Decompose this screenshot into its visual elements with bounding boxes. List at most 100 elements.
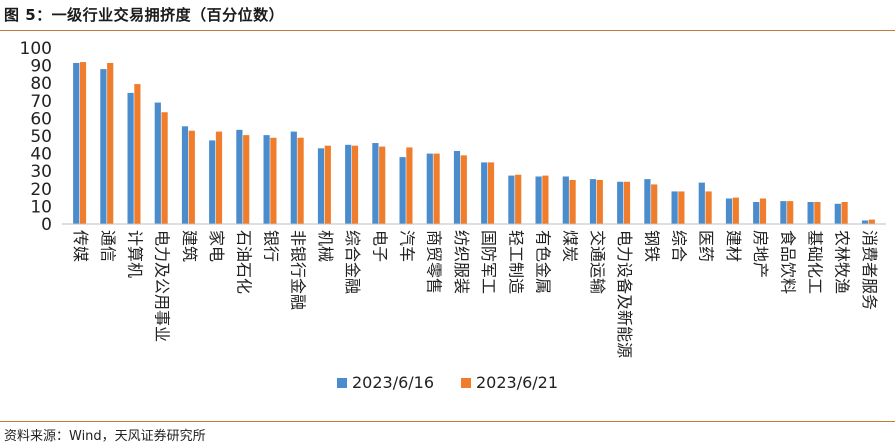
- x-category-label: 食品饮料: [778, 230, 797, 294]
- bar-series-2-20: [596, 180, 603, 224]
- bar-series-2-10: [324, 145, 331, 224]
- bar-series-1-16: [481, 162, 488, 224]
- y-tick-label: 10: [30, 197, 52, 217]
- bar-series-2-25: [732, 197, 739, 224]
- x-category-label: 机械: [316, 230, 335, 262]
- bar-series-2-21: [623, 181, 631, 224]
- x-category-label: 计算机: [126, 230, 145, 278]
- x-category-label: 电子: [370, 230, 389, 262]
- legend: 2023/6/16 2023/6/21: [337, 373, 558, 392]
- y-tick-label: 20: [30, 180, 52, 200]
- bar-series-1-3: [127, 92, 134, 224]
- legend-swatch-2: [461, 378, 471, 388]
- bar-series-1-22: [644, 179, 651, 224]
- bar-series-1-4: [154, 102, 161, 224]
- bar-series-1-19: [562, 176, 569, 224]
- bar-series-1-14: [426, 153, 433, 224]
- bar-series-1-8: [263, 135, 270, 224]
- bar-series-2-7: [243, 135, 250, 224]
- bar-series-2-26: [759, 198, 767, 224]
- bar-series-2-6: [215, 131, 223, 224]
- bar-series-1-12: [372, 143, 379, 224]
- bar-series-2-15: [460, 155, 467, 224]
- bar-series-1-6: [209, 140, 216, 224]
- x-category-label: 医药: [697, 230, 716, 262]
- bar-series-1-2: [100, 69, 107, 224]
- bar-series-1-17: [508, 175, 515, 224]
- x-category-label: 农林牧渔: [833, 230, 852, 294]
- bar-series-2-18: [542, 175, 549, 224]
- x-category-label: 银行: [262, 230, 281, 262]
- x-category-label: 传媒: [71, 230, 90, 262]
- bar-series-1-28: [807, 202, 814, 224]
- x-category-label: 非银行金融: [289, 230, 308, 310]
- x-category-label: 汽车: [398, 230, 417, 262]
- x-category-label: 电力及公用事业: [153, 230, 172, 342]
- bar-series-1-11: [345, 144, 352, 224]
- x-category-label: 综合: [670, 230, 689, 262]
- bar-series-1-18: [535, 176, 542, 224]
- bar-series-2-30: [868, 219, 875, 224]
- x-category-label: 建材: [724, 230, 743, 262]
- bar-series-1-10: [317, 148, 325, 224]
- x-category-label: 煤炭: [561, 230, 580, 262]
- bar-series-1-30: [861, 220, 869, 224]
- title-divider: [0, 30, 895, 31]
- bar-series-2-13: [406, 147, 413, 224]
- y-tick-label: 50: [30, 127, 52, 147]
- bar-series-2-9: [297, 137, 304, 224]
- x-category-label: 房地产: [751, 230, 770, 278]
- bar-series-1-26: [753, 202, 760, 224]
- bar-series-2-12: [379, 146, 386, 224]
- bar-series-2-19: [569, 180, 576, 224]
- bar-series-1-7: [236, 129, 243, 224]
- x-category-label: 通信: [98, 230, 117, 262]
- x-category-label: 交通运输: [588, 230, 607, 294]
- x-category-label: 有色金属: [534, 230, 553, 294]
- bar-series-1-13: [399, 157, 406, 224]
- bar-series-1-20: [589, 179, 597, 224]
- x-category-label: 轻工制造: [506, 230, 525, 294]
- y-tick-label: 40: [30, 145, 52, 165]
- x-axis-labels: 传媒 通信 计算机 电力及公用事业 建筑 家电 石油石化 银行 非银行金融 机械 综合金融 电子 汽车商…: [71, 230, 879, 358]
- bars: [73, 62, 875, 225]
- bar-series-2-3: [134, 84, 141, 224]
- legend-swatch-1: [337, 378, 347, 388]
- x-category-label: 石油石化: [234, 230, 253, 294]
- y-tick-label: 100: [20, 39, 52, 59]
- x-category-label: 商贸零售: [425, 230, 444, 294]
- x-category-label: 家电: [207, 230, 226, 262]
- bar-series-1-9: [290, 131, 297, 224]
- bar-series-1-27: [780, 201, 787, 224]
- bar-chart: 0102030405060708090100 传媒 通信 计算机 电力及公用事业 建筑家…: [20, 39, 886, 392]
- bar-series-2-11: [351, 145, 359, 224]
- bar-series-1-24: [698, 182, 705, 224]
- x-category-label: 国防军工: [479, 230, 498, 294]
- y-tick-label: 60: [30, 109, 52, 129]
- legend-label-2: 2023/6/21: [476, 373, 558, 392]
- x-category-label: 基础化工: [806, 230, 825, 294]
- bar-series-2-28: [814, 202, 821, 224]
- bar-series-1-23: [671, 191, 678, 224]
- bar-series-1-21: [617, 181, 624, 224]
- x-category-label: 纺织服装: [452, 230, 471, 294]
- bar-series-2-2: [107, 62, 114, 225]
- bar-series-2-22: [651, 184, 658, 224]
- y-tick-label: 90: [30, 57, 52, 77]
- bar-series-2-24: [705, 191, 712, 224]
- bar-series-2-5: [188, 130, 195, 224]
- bar-series-1-5: [181, 126, 189, 224]
- bar-series-2-14: [433, 153, 440, 224]
- source-divider: [0, 421, 895, 422]
- bar-series-2-23: [678, 191, 685, 224]
- bar-series-2-16: [487, 162, 495, 224]
- y-tick-label: 30: [30, 162, 52, 182]
- bar-series-2-17: [515, 174, 522, 224]
- bar-series-2-8: [270, 137, 277, 224]
- bar-series-1-25: [725, 198, 733, 224]
- bar-series-2-4: [161, 112, 168, 224]
- bar-series-2-1: [79, 62, 87, 224]
- x-category-label: 综合金融: [343, 230, 362, 294]
- figure-title: 图 5：一级行业交易拥挤度（百分位数）: [4, 6, 285, 24]
